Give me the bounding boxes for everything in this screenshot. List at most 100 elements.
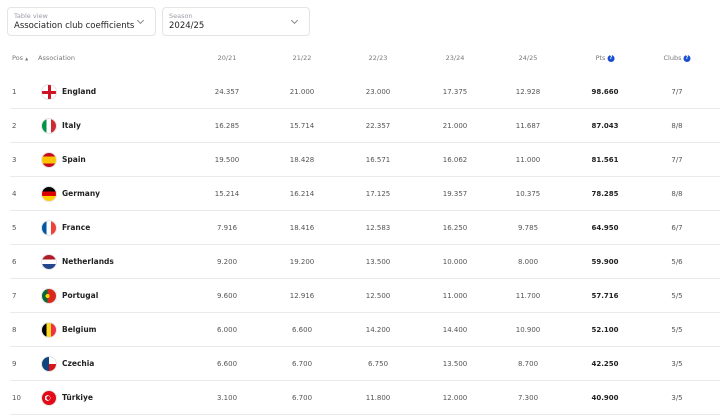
help-icon[interactable]: ? — [607, 54, 615, 62]
pts-cell: 78.285 — [591, 190, 619, 198]
pts-cell: 42.250 — [591, 360, 619, 368]
portugal-flag-icon — [41, 288, 57, 304]
s3-cell: 6.750 — [367, 360, 389, 368]
s5-cell: 10.375 — [515, 190, 541, 198]
s5-cell: 8.000 — [517, 258, 539, 266]
header-clubs[interactable]: Clubs? — [664, 54, 691, 62]
table-row[interactable]: 6 Netherlands 9.200 19.200 13.500 10.000 8.000… — [0, 245, 720, 279]
s2-cell: 6.700 — [291, 394, 313, 402]
clubs-cell: 5/5 — [671, 292, 683, 300]
header-2324[interactable]: 23/24 — [445, 54, 465, 62]
germany-flag-icon — [41, 186, 57, 202]
s5-cell: 11.687 — [515, 122, 541, 130]
pts-cell: 40.900 — [591, 394, 619, 402]
association-name[interactable]: England — [62, 87, 97, 96]
association-name[interactable]: Netherlands — [62, 257, 114, 266]
row-divider — [10, 142, 720, 143]
help-icon[interactable]: ? — [683, 54, 691, 62]
association-name[interactable]: Türkiye — [62, 393, 93, 402]
season-select[interactable]: Season 2024/25 — [162, 7, 310, 36]
s1-cell: 16.285 — [214, 122, 240, 130]
association-name[interactable]: Czechia — [62, 359, 95, 368]
table-row[interactable]: 2 Italy 16.285 15.714 22.357 21.000 11.687 87.0… — [0, 109, 720, 143]
s2-cell: 18.416 — [289, 224, 315, 232]
clubs-cell: 7/7 — [671, 156, 683, 164]
association-name[interactable]: Portugal — [62, 291, 99, 300]
pts-cell: 52.100 — [591, 326, 619, 334]
s3-cell: 12.500 — [365, 292, 391, 300]
pos-cell: 9 — [12, 360, 17, 368]
header-2021[interactable]: 20/21 — [217, 54, 237, 62]
table-row[interactable]: 5 France 7.916 18.416 12.583 16.250 9.785 64.95… — [0, 211, 720, 245]
table-view-label: Table view — [14, 12, 48, 20]
england-flag-icon — [41, 84, 57, 100]
s4-cell: 11.000 — [442, 292, 468, 300]
association-name[interactable]: Belgium — [62, 325, 97, 334]
s4-cell: 19.357 — [442, 190, 468, 198]
s3-cell: 22.357 — [365, 122, 391, 130]
association-name[interactable]: France — [62, 223, 91, 232]
belgium-flag-icon — [41, 322, 57, 338]
header-pts[interactable]: Pts? — [596, 54, 615, 62]
s3-cell: 13.500 — [365, 258, 391, 266]
s3-cell: 12.583 — [365, 224, 391, 232]
s1-cell: 6.600 — [216, 360, 238, 368]
s4-cell: 21.000 — [442, 122, 468, 130]
pts-cell: 64.950 — [591, 224, 619, 232]
header-association[interactable]: Association — [38, 54, 76, 62]
s3-cell: 11.800 — [365, 394, 391, 402]
association-name[interactable]: Germany — [62, 189, 101, 198]
row-divider — [10, 278, 720, 279]
s3-cell: 23.000 — [365, 88, 391, 96]
table-row[interactable]: 9 Czechia 6.600 6.700 6.750 13.500 8.700 42.250… — [0, 347, 720, 381]
spain-flag-icon — [41, 152, 57, 168]
association-name[interactable]: Spain — [62, 155, 86, 164]
association-name[interactable]: Italy — [62, 121, 81, 130]
pos-cell: 4 — [12, 190, 17, 198]
france-flag-icon — [41, 220, 57, 236]
s2-cell: 6.700 — [291, 360, 313, 368]
s4-cell: 12.000 — [442, 394, 468, 402]
table-row[interactable]: 1 England 24.357 21.000 23.000 17.375 12.928 98… — [0, 75, 720, 109]
table-row[interactable]: 4 Germany 15.214 16.214 17.125 19.357 10.375 78… — [0, 177, 720, 211]
s1-cell: 9.600 — [216, 292, 238, 300]
s5-cell: 8.700 — [517, 360, 539, 368]
header-2122[interactable]: 21/22 — [292, 54, 312, 62]
season-label: Season — [169, 12, 193, 20]
s2-cell: 21.000 — [289, 88, 315, 96]
clubs-cell: 7/7 — [671, 88, 683, 96]
s1-cell: 9.200 — [216, 258, 238, 266]
s1-cell: 6.000 — [216, 326, 238, 334]
row-divider — [10, 244, 720, 245]
pts-cell: 81.561 — [591, 156, 619, 164]
row-divider — [10, 312, 720, 313]
table-view-select[interactable]: Table view Association club coefficients — [7, 7, 156, 36]
clubs-cell: 3/5 — [671, 394, 683, 402]
header-2223[interactable]: 22/23 — [368, 54, 388, 62]
pts-cell: 87.043 — [591, 122, 619, 130]
header-2425[interactable]: 24/25 — [518, 54, 538, 62]
row-divider — [10, 176, 720, 177]
s4-cell: 16.062 — [442, 156, 468, 164]
pos-cell: 1 — [12, 88, 17, 96]
s4-cell: 13.500 — [442, 360, 468, 368]
table-row[interactable]: 3 Spain 19.500 18.428 16.571 16.062 11.000 81.5… — [0, 143, 720, 177]
pos-cell: 10 — [12, 394, 21, 402]
s2-cell: 12.916 — [289, 292, 315, 300]
s2-cell: 6.600 — [291, 326, 313, 334]
s1-cell: 7.916 — [216, 224, 238, 232]
row-divider — [10, 108, 720, 109]
table-row[interactable]: 7 Portugal 9.600 12.916 12.500 11.000 11.700 57… — [0, 279, 720, 313]
header-pos[interactable]: Pos ▲ — [12, 54, 29, 62]
s5-cell: 12.928 — [515, 88, 541, 96]
s5-cell: 10.900 — [515, 326, 541, 334]
clubs-cell: 5/6 — [671, 258, 683, 266]
clubs-cell: 8/8 — [671, 190, 683, 198]
pos-cell: 5 — [12, 224, 17, 232]
table-row[interactable]: 8 Belgium 6.000 6.600 14.200 14.400 10.900 52.1… — [0, 313, 720, 347]
s1-cell: 19.500 — [214, 156, 240, 164]
pts-cell: 98.660 — [591, 88, 619, 96]
row-divider — [10, 346, 720, 347]
s2-cell: 18.428 — [289, 156, 315, 164]
table-row[interactable]: 10 Türkiye 3.100 6.700 11.800 12.000 7.300 40.9… — [0, 381, 720, 415]
